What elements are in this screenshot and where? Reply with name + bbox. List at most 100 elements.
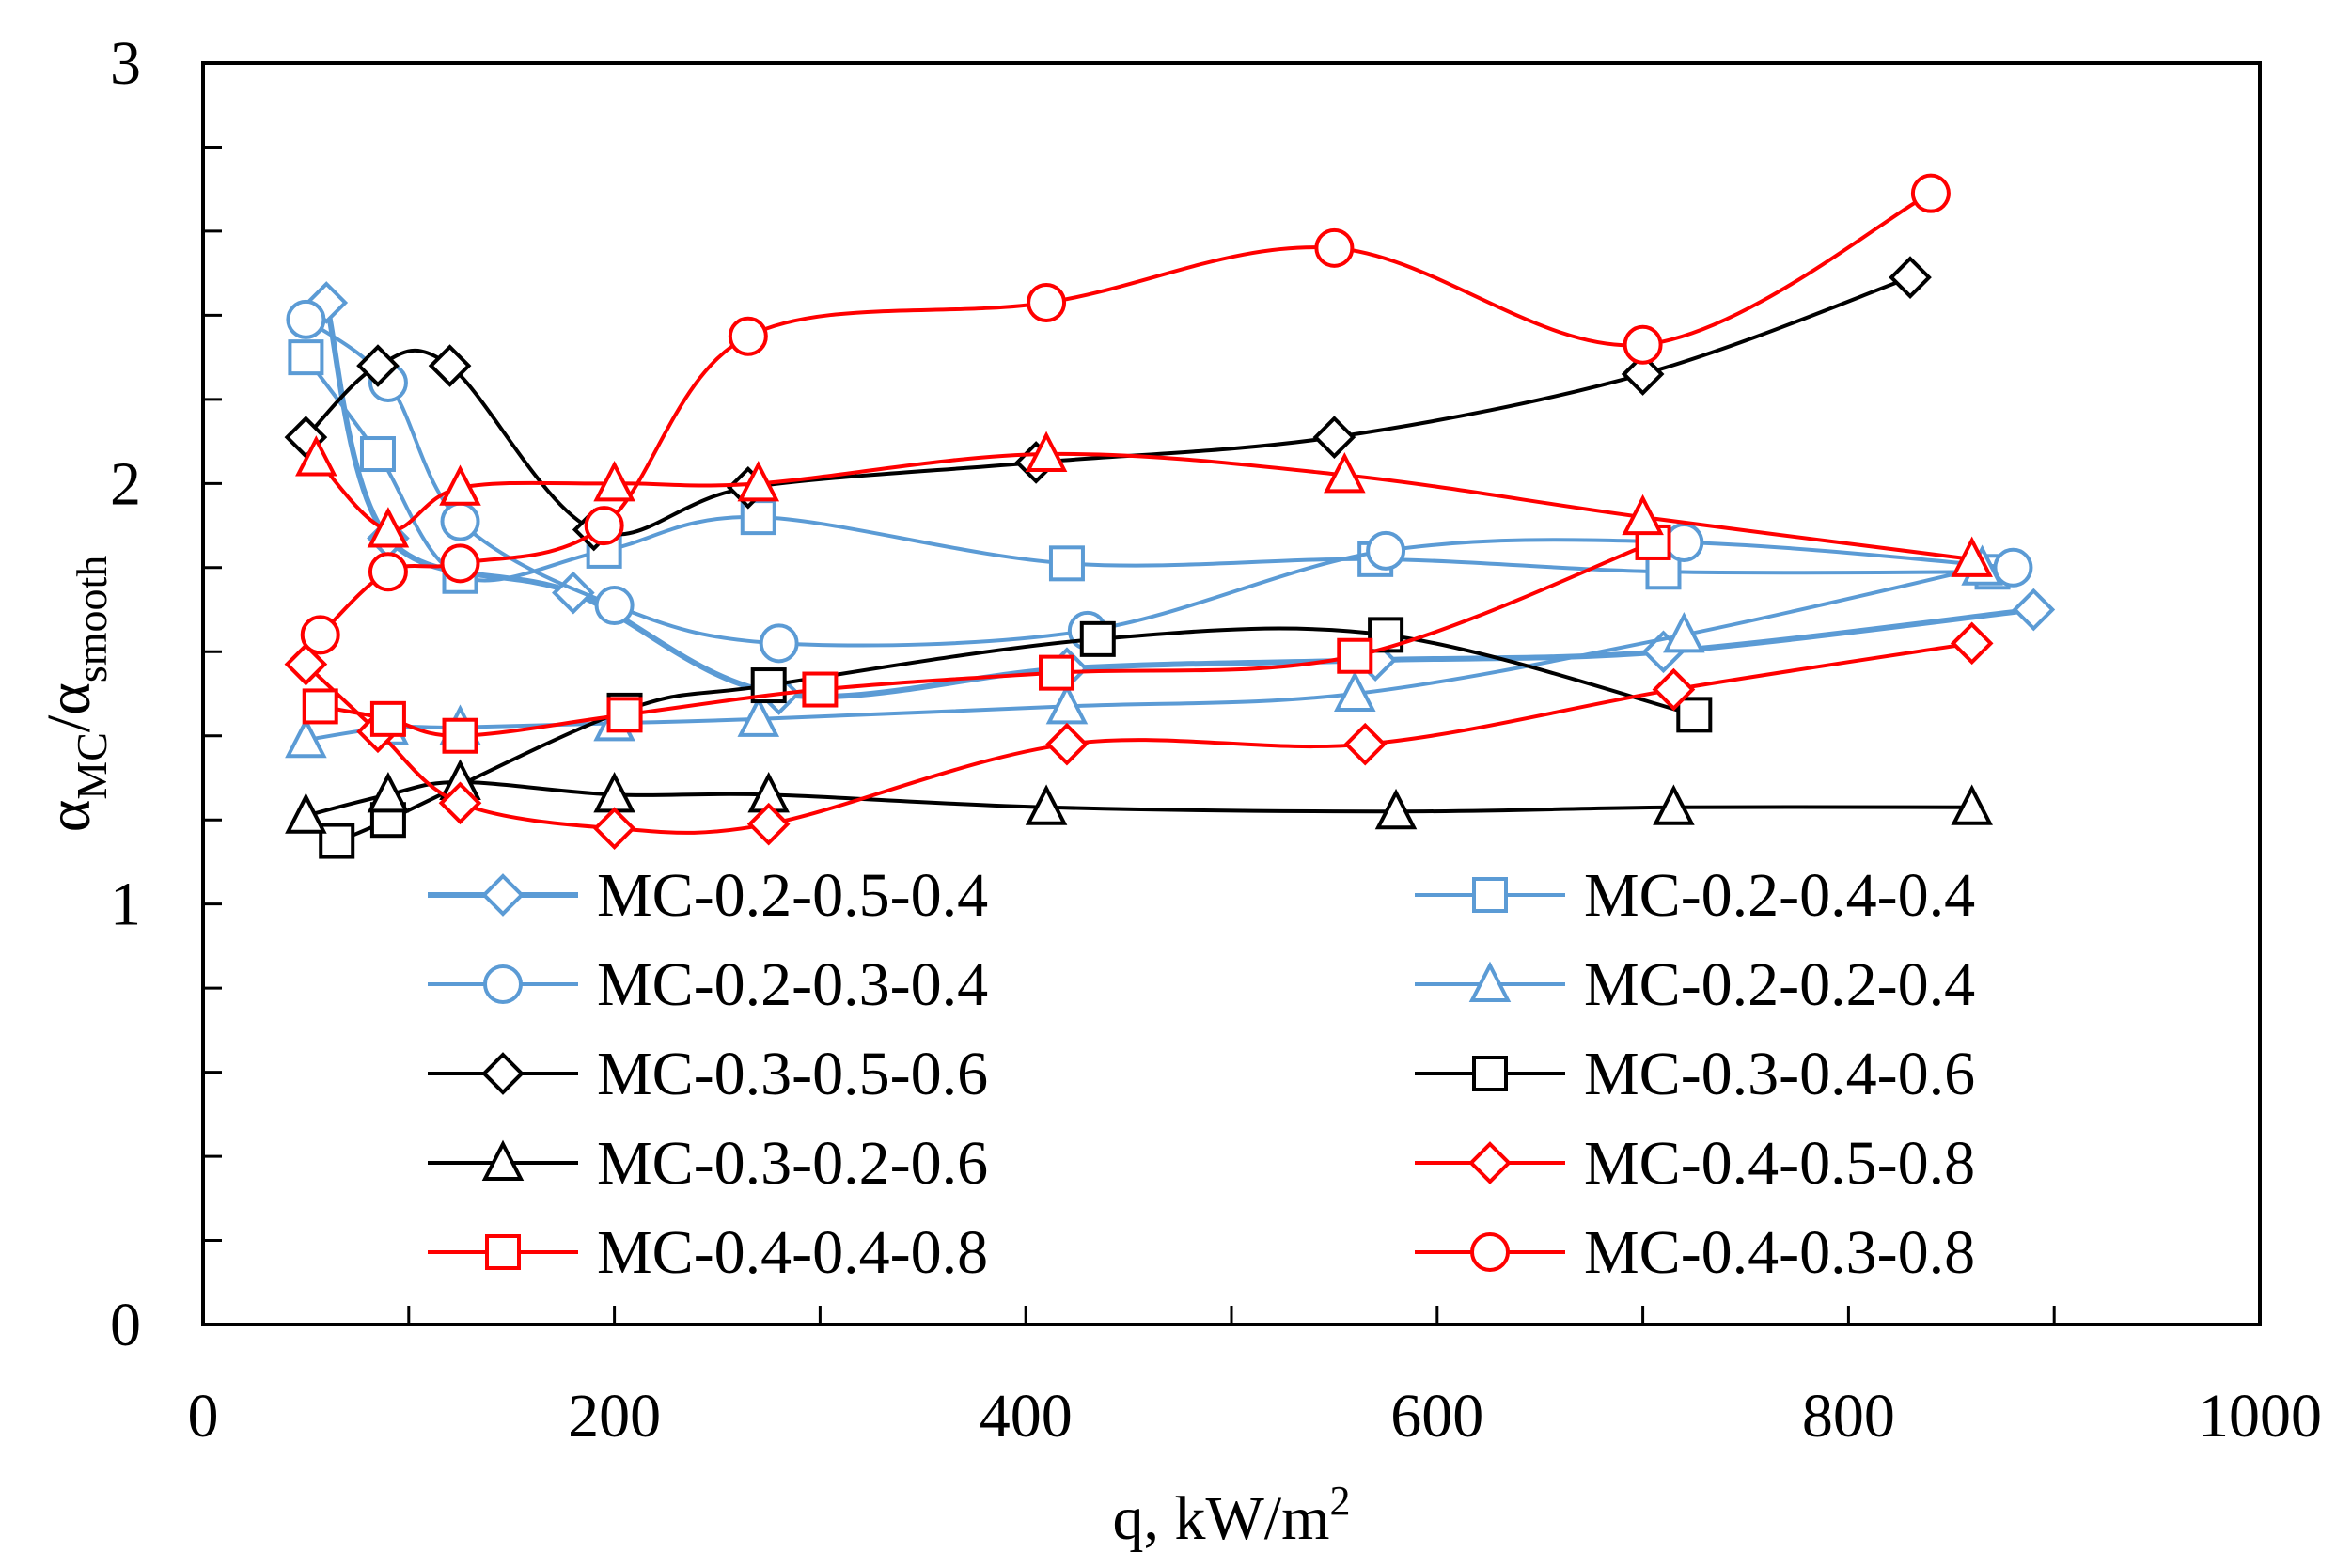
data-point xyxy=(286,299,326,339)
data-point xyxy=(1951,536,1993,577)
y-tick-label: 1 xyxy=(110,870,141,939)
data-point xyxy=(1366,530,1406,571)
data-point xyxy=(1025,784,1068,825)
data-point xyxy=(584,506,624,546)
legend-marker xyxy=(481,1139,525,1181)
data-point xyxy=(285,716,327,759)
data-point xyxy=(438,781,482,825)
series-line xyxy=(304,355,1993,583)
data-point xyxy=(288,339,324,376)
y-tick-label: 3 xyxy=(110,29,141,98)
legend-label: MC-0.3-0.5-0.6 xyxy=(597,1040,988,1108)
data-point xyxy=(1910,173,1951,213)
legend-label: MC-0.2-0.2-0.4 xyxy=(1584,950,1975,1019)
legend-label: MC-0.2-0.4-0.4 xyxy=(1584,861,1975,930)
x-tick-label: 400 xyxy=(980,1382,1073,1450)
legend-item: MC-0.3-0.2-0.6 xyxy=(428,1129,988,1198)
data-point xyxy=(319,823,355,859)
legend-marker xyxy=(483,964,523,1004)
data-point xyxy=(300,615,340,655)
data-point xyxy=(440,501,480,541)
data-point xyxy=(369,700,406,737)
legend-item: MC-0.2-0.4-0.4 xyxy=(1415,861,1975,930)
x-tick-label: 600 xyxy=(1390,1382,1483,1450)
legend-marker xyxy=(481,873,525,917)
data-point xyxy=(1039,654,1075,691)
legend-marker xyxy=(1468,961,1512,1002)
y-axis-title: αMC/αsmooth xyxy=(35,556,116,833)
x-tick-label: 200 xyxy=(568,1382,661,1450)
legend-marker xyxy=(485,1234,521,1270)
series-line xyxy=(305,641,1972,835)
legend-marker xyxy=(1472,1056,1508,1091)
data-point xyxy=(1622,494,1664,536)
data-point xyxy=(442,717,478,754)
data-point xyxy=(356,344,400,387)
data-point xyxy=(302,688,338,725)
data-point xyxy=(1048,545,1085,582)
data-point xyxy=(594,586,635,626)
legend-label: MC-0.2-0.5-0.4 xyxy=(597,861,988,930)
x-tick-label: 800 xyxy=(1802,1382,1895,1450)
data-point xyxy=(1312,416,1356,459)
data-point xyxy=(1676,697,1713,733)
series-mc-0-2-0-4-0-4 xyxy=(288,339,2011,594)
data-point xyxy=(1025,431,1068,473)
y-tick-label: 2 xyxy=(110,449,141,518)
data-point xyxy=(593,460,635,502)
data-point xyxy=(1337,637,1373,674)
data-point xyxy=(1663,611,1705,653)
data-point xyxy=(440,543,480,584)
data-point xyxy=(1343,722,1388,766)
series-mc-0-3-0-2-0-6 xyxy=(285,759,1993,834)
data-point xyxy=(728,316,768,356)
series-mc-0-3-0-5-0-6 xyxy=(284,256,1932,552)
legend-label: MC-0.4-0.4-0.8 xyxy=(597,1218,988,1287)
data-point xyxy=(1621,353,1665,396)
legend-label: MC-0.3-0.2-0.6 xyxy=(597,1129,988,1198)
legend-marker xyxy=(1468,1141,1512,1184)
legend-item: MC-0.3-0.5-0.6 xyxy=(428,1040,988,1108)
series-line xyxy=(320,541,1654,738)
data-point xyxy=(1027,282,1067,322)
legend-background xyxy=(414,863,2068,1305)
series-line xyxy=(314,451,1972,561)
series-line xyxy=(323,302,2034,700)
data-point xyxy=(1334,670,1376,712)
data-point xyxy=(1645,554,1682,590)
series-mc-0-4-0-2-0-8 xyxy=(295,431,1993,577)
data-point xyxy=(1664,522,1704,562)
data-point xyxy=(1652,667,1696,712)
legend-label: MC-0.4-0.5-0.8 xyxy=(1584,1129,1975,1198)
data-point xyxy=(1951,784,1993,825)
series-mc-0-4-0-5-0-8 xyxy=(284,621,1994,850)
data-point xyxy=(1079,620,1116,657)
data-point xyxy=(359,436,396,473)
legend-marker xyxy=(481,1052,525,1095)
data-point xyxy=(1653,784,1695,825)
data-point xyxy=(592,807,636,850)
data-point xyxy=(2012,588,2056,632)
data-point xyxy=(737,696,780,737)
legend-item: MC-0.4-0.5-0.8 xyxy=(1415,1129,1975,1198)
x-tick-label: 1000 xyxy=(2198,1382,2322,1450)
x-axis-title: q, kW/m2 xyxy=(1113,1478,1351,1553)
data-point xyxy=(295,435,337,477)
data-point xyxy=(1374,788,1418,830)
data-point xyxy=(367,771,410,813)
series-mc-0-4-0-3-0-8 xyxy=(300,173,1951,655)
data-point xyxy=(1324,452,1366,494)
data-point xyxy=(428,344,472,387)
data-point xyxy=(746,802,791,846)
legend-label: MC-0.3-0.4-0.6 xyxy=(1584,1040,1975,1108)
data-point xyxy=(1950,621,1994,666)
legend-item: MC-0.2-0.3-0.4 xyxy=(428,950,988,1019)
series-line xyxy=(304,275,1911,537)
data-point xyxy=(285,792,327,834)
data-point xyxy=(759,623,799,664)
legend-item: MC-0.3-0.4-0.6 xyxy=(1415,1040,1975,1108)
data-point xyxy=(1314,227,1355,268)
data-point xyxy=(737,460,780,502)
data-point xyxy=(1993,547,2033,588)
